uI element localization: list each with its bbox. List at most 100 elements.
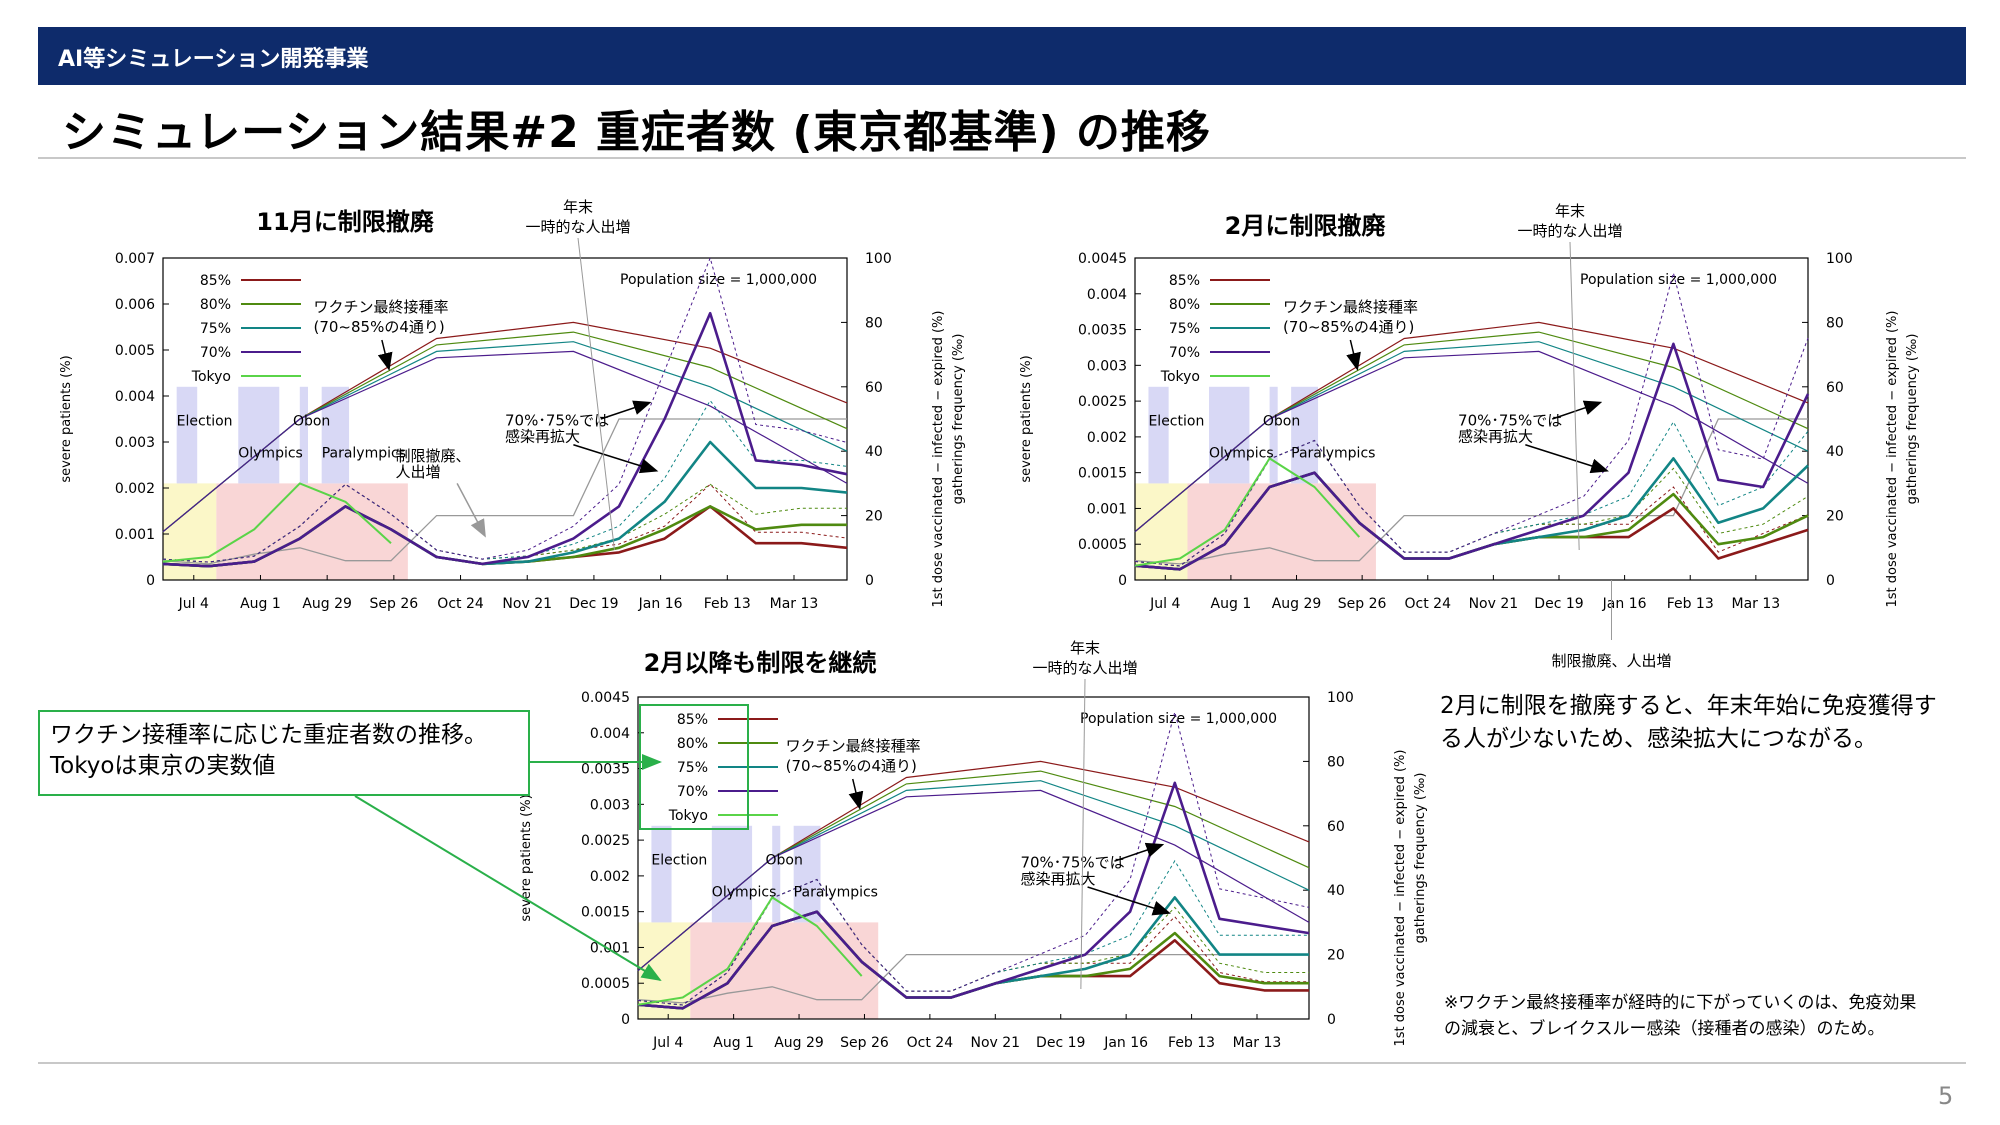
y2-tick-label: 60 (1826, 380, 1844, 396)
x-tick-label: Aug 1 (1211, 596, 1252, 612)
y-tick-label: 0.0025 (581, 833, 630, 849)
chart-title: 2月以降も制限を継続 (644, 649, 877, 677)
x-tick-label: Aug 29 (1272, 596, 1322, 612)
y2-tick-label: 40 (1826, 444, 1844, 460)
event-paralympics: Paralympics (322, 446, 406, 462)
vaccine-label-1: ワクチン最終接種率 (786, 737, 921, 755)
series-band-70pct (162, 256, 848, 563)
resurge-arrow-75 (1525, 444, 1609, 474)
plot-frame (637, 696, 1310, 1020)
lift-label-1: 制限撤廃、 (396, 447, 471, 465)
y-tick-label: 0.0015 (1078, 466, 1127, 482)
x-tick-label: Jul 4 (1149, 596, 1180, 612)
y-tick-label: 0.004 (115, 389, 155, 405)
year-end-pointer (577, 237, 615, 551)
y2-tick-label: 40 (865, 444, 883, 460)
y-tick-label: 0.007 (115, 251, 155, 267)
population-label: Population size = 1,000,000 (620, 272, 817, 288)
header-label: AI等シミュレーション開発事業 (58, 47, 369, 72)
y2-tick-label: 0 (1327, 1012, 1336, 1028)
x-tick-label: Mar 13 (1731, 596, 1780, 612)
x-tick-label: Oct 24 (907, 1035, 954, 1051)
legend-label: 75% (200, 321, 231, 337)
legend-label: Tokyo (1160, 369, 1200, 385)
y2-tick-label: 100 (865, 251, 892, 267)
resurge-label-2: 感染再拡大 (505, 428, 580, 446)
y-tick-label: 0.002 (590, 869, 630, 885)
band-olympics (711, 825, 753, 923)
y2-tick-label: 0 (865, 573, 874, 589)
callout-box: ワクチン接種率に応じた重症者数の推移。 Tokyoは東京の実数値 (38, 710, 530, 796)
annotation-year-end-sub: 一時的な人出増 (1517, 222, 1622, 240)
y2-tick-label: 80 (1826, 315, 1844, 331)
event-obon: Obon (1263, 413, 1300, 429)
series-band-75pct (162, 399, 848, 563)
x-tick-label: Jul 4 (178, 596, 209, 612)
legend-label: 80% (1169, 297, 1200, 313)
x-tick-label: Aug 29 (302, 596, 352, 612)
x-tick-label: Nov 21 (971, 1035, 1021, 1051)
vaccine-label-1: ワクチン最終接種率 (1283, 298, 1418, 316)
annotation-year-end: 年末 (1555, 202, 1585, 220)
page-title: シミュレーション結果#2 重症者数 (東京都基準) の推移 (62, 107, 1211, 158)
series-line-70pct (637, 781, 1310, 1010)
y-tick-label: 0.0005 (1078, 537, 1127, 553)
band-olympics-period (1187, 483, 1376, 580)
gatherings-line (1134, 418, 1808, 565)
resurge-label-1: 70%･75%では (1458, 411, 1562, 429)
legend-label: 75% (677, 760, 708, 776)
callout-line2: Tokyoは東京の実数値 (50, 753, 276, 780)
resurge-label-1: 70%･75%では (1020, 854, 1124, 872)
event-election: Election (1148, 413, 1204, 429)
x-tick-label: Sep 26 (1338, 596, 1387, 612)
legend-label: Tokyo (191, 369, 231, 385)
y2-tick-label: 100 (1327, 690, 1354, 706)
y2-tick-label: 20 (1327, 948, 1345, 964)
x-tick-label: Feb 13 (1168, 1035, 1215, 1051)
y-tick-label: 0.0045 (581, 690, 630, 706)
y2-tick-label: 60 (1327, 819, 1345, 835)
y-tick-label: 0.0015 (581, 905, 630, 921)
vaccine-arrow (377, 339, 393, 371)
y-tick-label: 0.0005 (581, 976, 630, 992)
annotation-year-end: 年末 (1070, 639, 1100, 657)
y-axis-label: severe patients (%) (1019, 355, 1034, 482)
lift-annotation: 制限撤廃、人出増 (1551, 652, 1671, 670)
y2-tick-label: 80 (865, 315, 883, 331)
y-tick-label: 0 (1118, 573, 1127, 589)
resurge-label-2: 感染再拡大 (1020, 870, 1095, 888)
resurge-arrow-75 (573, 444, 659, 474)
lift-label-2: 人出増 (396, 463, 441, 481)
y-tick-label: 0.004 (590, 726, 630, 742)
y-tick-label: 0.003 (590, 797, 630, 813)
y-tick-label: 0.004 (1087, 287, 1127, 303)
band-election (176, 386, 198, 484)
x-tick-label: Aug 29 (774, 1035, 824, 1051)
event-olympics: Olympics (1209, 446, 1274, 462)
footer-divider (38, 1062, 1966, 1064)
title-divider (38, 157, 1966, 159)
vaccine-arrow (1346, 339, 1361, 371)
y-tick-label: 0.0035 (1078, 323, 1127, 339)
x-tick-label: Jan 16 (1103, 1035, 1148, 1051)
y2-tick-label: 0 (1826, 573, 1835, 589)
x-tick-label: Jan 16 (1602, 596, 1647, 612)
y-tick-label: 0.002 (115, 481, 155, 497)
footnote-line1: ※ワクチン最終接種率が経時的に下がっていくのは、免疫効果 (1444, 993, 1917, 1013)
resurge-arrow-70 (600, 400, 652, 420)
y2-tick-label: 20 (865, 509, 883, 525)
band-obon (299, 386, 309, 484)
x-tick-label: Dec 19 (569, 596, 618, 612)
vaccination-curve-70pct (162, 350, 848, 533)
x-tick-label: Aug 1 (240, 596, 281, 612)
header-bar: AI等シミュレーション開発事業 (38, 27, 1966, 85)
event-election: Election (177, 413, 233, 429)
conclusion-text: 2月に制限を撤廃すると、年末年始に免疫獲得する人が少ないため、感染拡大につながる… (1440, 693, 1937, 753)
legend-label: 75% (1169, 321, 1200, 337)
y2-axis-label-2: gatherings frequency (‰) (1905, 334, 1920, 505)
y-tick-label: 0 (621, 1012, 630, 1028)
x-tick-label: Sep 26 (370, 596, 419, 612)
y2-axis-label-1: 1st dose vaccinated − infected − expired… (1885, 310, 1900, 607)
legend-label: 70% (1169, 345, 1200, 361)
y-tick-label: 0.006 (115, 297, 155, 313)
